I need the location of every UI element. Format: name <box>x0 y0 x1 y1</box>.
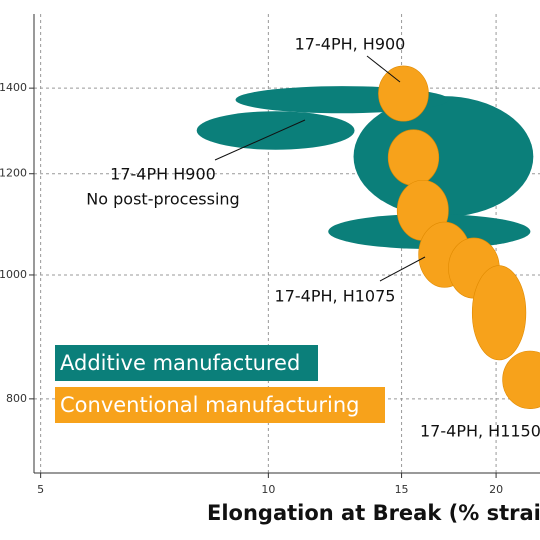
bubble <box>196 111 355 150</box>
x-tick-label: 20 <box>489 483 503 496</box>
bubble <box>353 96 534 218</box>
y-tick-label: 800 <box>6 392 27 405</box>
annotation: 17-4PH, H1075 <box>275 287 396 306</box>
x-tick-label: 10 <box>261 483 275 496</box>
bubble <box>387 129 440 186</box>
annotation: 17-4PH, H1150 <box>420 422 540 441</box>
x-axis-label: Elongation at Break (% strain) <box>207 501 540 525</box>
legend-label: Additive manufactured <box>60 351 300 375</box>
leader-line <box>379 256 426 282</box>
bubble <box>378 65 429 122</box>
x-tick-label: 15 <box>395 483 409 496</box>
leader-line <box>366 55 401 83</box>
annotation: No post-processing <box>86 190 239 209</box>
legend-box <box>55 345 318 381</box>
annotation: 17-4PH H900 <box>110 165 216 184</box>
y-tick-label: 1000 <box>0 268 27 281</box>
y-tick-label: 1200 <box>0 167 27 180</box>
bubble <box>471 265 527 361</box>
leader-line <box>214 119 306 161</box>
y-tick-label: 1400 <box>0 81 27 94</box>
x-tick-label: 5 <box>37 483 44 496</box>
legend-box <box>55 387 385 423</box>
bubble <box>502 350 540 409</box>
annotation: 17-4PH, H900 <box>295 35 406 54</box>
legend-label: Conventional manufacturing <box>60 393 360 417</box>
